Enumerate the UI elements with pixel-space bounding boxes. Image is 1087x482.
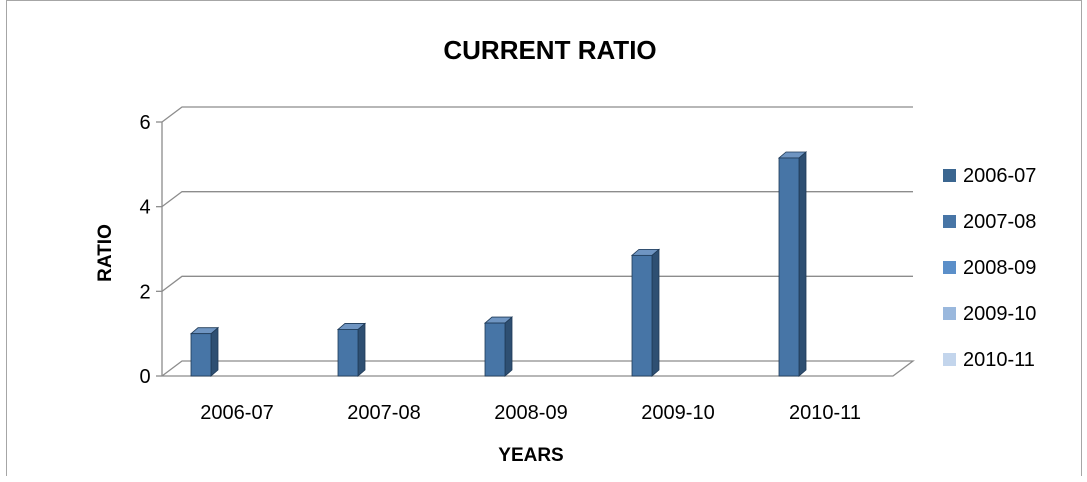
legend-item: 2007-08 bbox=[943, 211, 1036, 233]
bar bbox=[777, 151, 808, 377]
x-tick-label: 2006-07 bbox=[200, 402, 273, 424]
bar bbox=[483, 316, 514, 377]
bar-side-face bbox=[210, 326, 219, 377]
x-axis-ticks: 2006-07 2007-08 2008-09 2009-10 2010-11 bbox=[200, 402, 861, 424]
y-tick-label: 2 bbox=[139, 281, 150, 303]
legend-label: 2006-07 bbox=[963, 165, 1036, 187]
bar-side-face bbox=[798, 151, 807, 377]
x-tick-label: 2009-10 bbox=[641, 402, 714, 424]
bar bbox=[336, 322, 367, 377]
current-ratio-chart: CURRENT RATIO 0 2 4 6 2006-07 2007-08 2008-09… bbox=[95, 35, 1036, 466]
y-tick-label: 0 bbox=[139, 366, 150, 388]
bar-front-face bbox=[484, 322, 506, 377]
legend-item: 2008-09 bbox=[943, 257, 1036, 279]
legend-swatch bbox=[943, 307, 956, 320]
legend-swatch bbox=[943, 353, 956, 366]
legend-swatch bbox=[943, 261, 956, 274]
legend-label: 2008-09 bbox=[963, 257, 1036, 279]
bar-front-face bbox=[631, 254, 653, 377]
gridline bbox=[161, 106, 913, 123]
bar-side-face bbox=[357, 322, 366, 377]
legend-item: 2006-07 bbox=[943, 165, 1036, 187]
gridline bbox=[161, 191, 913, 208]
bars bbox=[189, 151, 808, 377]
legend-label: 2009-10 bbox=[963, 303, 1036, 325]
bar-front-face bbox=[190, 333, 212, 377]
legend-label: 2007-08 bbox=[963, 211, 1036, 233]
bar bbox=[630, 248, 661, 377]
bar-front-face bbox=[778, 157, 800, 377]
chart-frame: CURRENT RATIO 0 2 4 6 2006-07 2007-08 2008-09… bbox=[6, 0, 1082, 476]
y-axis-label: RATIO bbox=[95, 224, 116, 282]
x-tick-label: 2010-11 bbox=[789, 402, 861, 424]
legend-item: 2010-11 bbox=[943, 349, 1035, 371]
x-tick-label: 2008-09 bbox=[494, 402, 567, 424]
gridline bbox=[161, 275, 913, 292]
chart-title: CURRENT RATIO bbox=[443, 35, 656, 65]
y-tick-label: 4 bbox=[139, 197, 150, 219]
x-tick-label: 2007-08 bbox=[347, 402, 420, 424]
legend-swatch bbox=[943, 169, 956, 182]
bar bbox=[189, 326, 220, 377]
bar-front-face bbox=[337, 329, 359, 377]
y-axis-ticks: 0 2 4 6 bbox=[139, 112, 150, 388]
legend-swatch bbox=[943, 215, 956, 228]
bar-side-face bbox=[651, 248, 660, 377]
x-axis-label: YEARS bbox=[498, 445, 563, 466]
legend: 2006-07 2007-08 2008-09 2009-10 2010-11 bbox=[943, 165, 1036, 371]
y-tick-label: 6 bbox=[139, 112, 150, 134]
legend-item: 2009-10 bbox=[943, 303, 1036, 325]
legend-label: 2010-11 bbox=[963, 349, 1035, 371]
bar-side-face bbox=[504, 316, 513, 377]
